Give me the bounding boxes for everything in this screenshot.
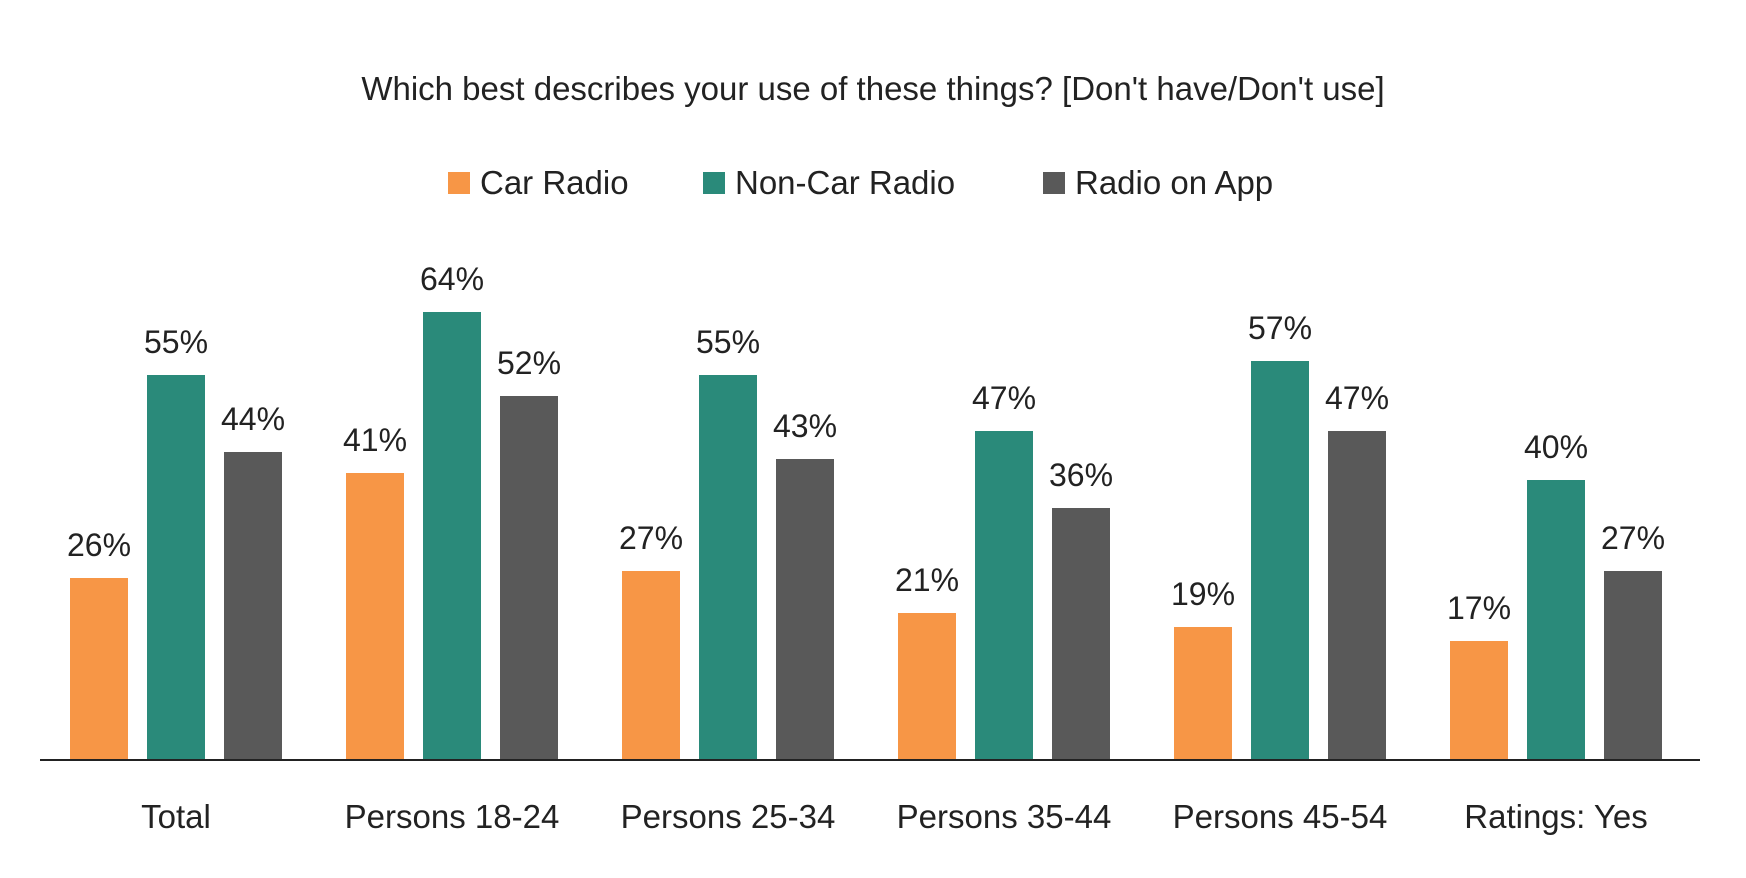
data-label-persons-35-44-car-radio: 21%	[895, 562, 959, 598]
data-label-persons-45-54-non-car-radio: 57%	[1248, 310, 1312, 346]
x-tick-labels: Total Persons 18-24 Persons 25-34 Persons 3…	[141, 798, 1648, 835]
data-label-ratings-yes-non-car-radio: 40%	[1524, 429, 1588, 465]
bar-total-non-car-radio	[147, 375, 205, 760]
legend-label-car-radio: Car Radio	[480, 164, 629, 201]
data-label-persons-45-54-car-radio: 19%	[1171, 576, 1235, 612]
data-label-persons-25-34-radio-on-app: 43%	[773, 408, 837, 444]
bar-ratings-yes-radio-on-app	[1604, 571, 1662, 760]
data-label-total-non-car-radio: 55%	[144, 324, 208, 360]
bar-persons-25-34-non-car-radio	[699, 375, 757, 760]
bar-persons-45-54-radio-on-app	[1328, 431, 1386, 760]
x-tick-label-persons-45-54: Persons 45-54	[1173, 798, 1388, 835]
data-label-persons-18-24-car-radio: 41%	[343, 422, 407, 458]
data-label-persons-25-34-non-car-radio: 55%	[696, 324, 760, 360]
bar-ratings-yes-non-car-radio	[1527, 480, 1585, 760]
legend-swatch-non-car-radio	[703, 172, 725, 194]
x-tick-label-ratings-yes: Ratings: Yes	[1464, 798, 1647, 835]
bar-persons-35-44-car-radio	[898, 613, 956, 760]
data-label-ratings-yes-car-radio: 17%	[1447, 590, 1511, 626]
data-label-total-radio-on-app: 44%	[221, 401, 285, 437]
chart-title: Which best describes your use of these t…	[361, 70, 1384, 107]
data-label-persons-35-44-non-car-radio: 47%	[972, 380, 1036, 416]
data-label-total-car-radio: 26%	[67, 527, 131, 563]
bar-ratings-yes-car-radio	[1450, 641, 1508, 760]
data-label-ratings-yes-radio-on-app: 27%	[1601, 520, 1665, 556]
legend-swatch-radio-on-app	[1043, 172, 1065, 194]
bar-persons-25-34-radio-on-app	[776, 459, 834, 760]
bar-persons-45-54-car-radio	[1174, 627, 1232, 760]
bar-persons-18-24-radio-on-app	[500, 396, 558, 760]
data-labels-group: 26% 55% 44% 41% 64% 52% 27% 55% 43% 21% 47% 36% 19% 5…	[67, 261, 1665, 626]
bars-group	[70, 312, 1662, 760]
bar-total-car-radio	[70, 578, 128, 760]
bar-total-radio-on-app	[224, 452, 282, 760]
x-tick-label-persons-35-44: Persons 35-44	[897, 798, 1112, 835]
legend-swatch-car-radio	[448, 172, 470, 194]
legend-label-non-car-radio: Non-Car Radio	[735, 164, 955, 201]
data-label-persons-18-24-radio-on-app: 52%	[497, 345, 561, 381]
data-label-persons-25-34-car-radio: 27%	[619, 520, 683, 556]
legend-label-radio-on-app: Radio on App	[1075, 164, 1273, 201]
bar-persons-35-44-non-car-radio	[975, 431, 1033, 760]
x-tick-label-persons-25-34: Persons 25-34	[621, 798, 836, 835]
data-label-persons-35-44-radio-on-app: 36%	[1049, 457, 1113, 493]
data-label-persons-18-24-non-car-radio: 64%	[420, 261, 484, 297]
bar-persons-18-24-non-car-radio	[423, 312, 481, 760]
bar-persons-25-34-car-radio	[622, 571, 680, 760]
bar-persons-35-44-radio-on-app	[1052, 508, 1110, 760]
x-tick-label-total: Total	[141, 798, 211, 835]
data-label-persons-45-54-radio-on-app: 47%	[1325, 380, 1389, 416]
bar-persons-18-24-car-radio	[346, 473, 404, 760]
legend: Car Radio Non-Car Radio Radio on App	[448, 164, 1273, 201]
bar-persons-45-54-non-car-radio	[1251, 361, 1309, 760]
x-tick-label-persons-18-24: Persons 18-24	[345, 798, 560, 835]
